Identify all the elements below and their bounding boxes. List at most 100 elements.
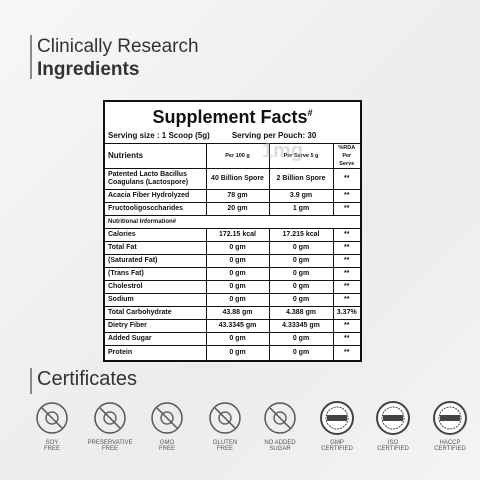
watermark: 1mg <box>262 140 304 162</box>
column-header: Nutrients <box>103 143 207 169</box>
table-cell: Total Fat <box>103 241 207 255</box>
table-cell: 0 gm <box>205 280 270 294</box>
table-cell: 40 Billion Spore <box>205 168 270 190</box>
serving-size: Serving size : 1 Scoop (5g) <box>108 130 210 140</box>
heading-line: Clinically Research <box>37 36 199 57</box>
table-cell: 3.37% <box>332 306 362 320</box>
table-cell: 3.9 gm <box>268 189 334 203</box>
certificate: ISO CERTIFIED <box>363 400 423 452</box>
certificate: SOY FREE <box>22 400 82 452</box>
certificate: GMO FREE <box>137 400 197 452</box>
table-cell: ** <box>332 280 362 294</box>
cert-icon <box>209 402 241 434</box>
cert-label: FREE <box>158 446 175 452</box>
table-row: Total Carbohydrate 43.88 gm 4.388 gm 3.37% <box>103 306 362 320</box>
table-cell: 0 gm <box>268 280 334 294</box>
table-cell: 0 gm <box>205 345 270 362</box>
table-cell: Protein <box>103 345 207 362</box>
table-row: Patented Lacto Bacillus Coagulans (Lacto… <box>103 168 362 190</box>
cert-icon <box>94 402 126 434</box>
table-cell: Added Sugar <box>103 332 207 346</box>
title-mark: # <box>307 108 313 118</box>
certificate: NO ADDED SUGAR <box>250 400 310 452</box>
table-row: (Saturated Fat) 0 gm 0 gm ** <box>103 254 362 268</box>
cert-icon <box>264 402 296 434</box>
table-cell: 43.3345 gm <box>205 319 270 333</box>
cert-label: CERTIFIED <box>321 446 353 452</box>
cert-label: ISO <box>387 440 399 446</box>
certificate: PRESERVATIVE FREE <box>80 400 140 452</box>
cert-label: FREE <box>43 446 60 452</box>
table-row: Dietry Fiber 43.3345 gm 4.33345 gm ** <box>103 319 362 333</box>
cert-icon <box>433 401 467 435</box>
table-cell: ** <box>332 319 362 333</box>
cert-label: HACCP <box>439 440 461 446</box>
table-cell: 0 gm <box>205 293 270 307</box>
table-cell: ** <box>332 189 362 203</box>
table-cell: 0 gm <box>268 241 334 255</box>
table-cell: 4.388 gm <box>268 306 334 320</box>
table-cell: 0 gm <box>268 332 334 346</box>
table-cell: 0 gm <box>205 254 270 268</box>
cert-label: SOY <box>45 440 59 446</box>
certificate: HACCP CERTIFIED <box>420 400 480 452</box>
table-cell: ** <box>332 254 362 268</box>
header-row: Nutrients Per 100 g Per Serve 5 g %RDA Per … <box>103 143 362 169</box>
table-cell: ** <box>332 228 362 242</box>
table-cell: Patented Lacto Bacillus Coagulans (Lacto… <box>103 168 207 190</box>
column-header: Per 100 g <box>205 143 270 169</box>
table-cell: 0 gm <box>268 293 334 307</box>
cert-label: FREE <box>101 446 118 452</box>
cert-label: CERTIFIED <box>434 446 466 452</box>
table-row: (Trans Fat) 0 gm 0 gm ** <box>103 267 362 281</box>
table-cell: ** <box>332 202 362 216</box>
cert-label: GMP <box>330 440 344 446</box>
table-row: Fructooligosccharides 20 gm 1 gm ** <box>103 202 362 216</box>
table-row: Calories 172.15 kcal 17.215 kcal ** <box>103 228 362 242</box>
column-header: %RDA Per Serve <box>332 143 362 169</box>
table-cell: Dietry Fiber <box>103 319 207 333</box>
certificate: GLUTEN FREE <box>195 400 255 452</box>
cert-icon <box>36 402 68 434</box>
table-cell: 0 gm <box>205 267 270 281</box>
table-title: Supplement Facts <box>152 107 308 127</box>
table-row: Acacia Fiber Hydrolyzed 78 gm 3.9 gm ** <box>103 189 362 203</box>
table-cell: 1 gm <box>268 202 334 216</box>
table-cell: 78 gm <box>205 189 270 203</box>
table-cell: ** <box>332 168 362 190</box>
section-title: Certificates <box>37 368 138 390</box>
cert-label: CERTIFIED <box>377 446 409 452</box>
accent-bar <box>30 35 32 79</box>
table-cell: ** <box>332 293 362 307</box>
table-cell: 0 gm <box>205 332 270 346</box>
table-cell: 17.215 kcal <box>268 228 334 242</box>
table-cell: ** <box>332 332 362 346</box>
cert-label: PRESERVATIVE <box>87 440 133 446</box>
cert-icon <box>320 401 354 435</box>
section-row: Nutritional Information# <box>103 215 362 229</box>
table-cell: 0 gm <box>268 254 334 268</box>
table-cell: 172.15 kcal <box>205 228 270 242</box>
accent-bar <box>30 368 32 394</box>
heading-line: Ingredients <box>37 59 140 80</box>
table-row: Added Sugar 0 gm 0 gm ** <box>103 332 362 346</box>
cert-icon <box>376 401 410 435</box>
cert-label: GMO <box>159 440 175 446</box>
table-cell: 4.33345 gm <box>268 319 334 333</box>
table-cell: 0 gm <box>268 345 334 362</box>
table-row: Protein 0 gm 0 gm ** <box>103 345 362 362</box>
table-cell: 2 Billion Spore <box>268 168 334 190</box>
cert-label: SUGAR <box>269 446 291 452</box>
cert-label: NO ADDED <box>264 440 296 446</box>
cert-label: FREE <box>216 446 233 452</box>
section-label: Nutritional Information# <box>103 215 362 229</box>
table-cell: 43.88 gm <box>205 306 270 320</box>
table-cell: Acacia Fiber Hydrolyzed <box>103 189 207 203</box>
table-cell: ** <box>332 345 362 362</box>
table-cell: Calories <box>103 228 207 242</box>
table-cell: (Trans Fat) <box>103 267 207 281</box>
table-row: Total Fat 0 gm 0 gm ** <box>103 241 362 255</box>
certificate: GMP CERTIFIED <box>307 400 367 452</box>
table-cell: ** <box>332 267 362 281</box>
